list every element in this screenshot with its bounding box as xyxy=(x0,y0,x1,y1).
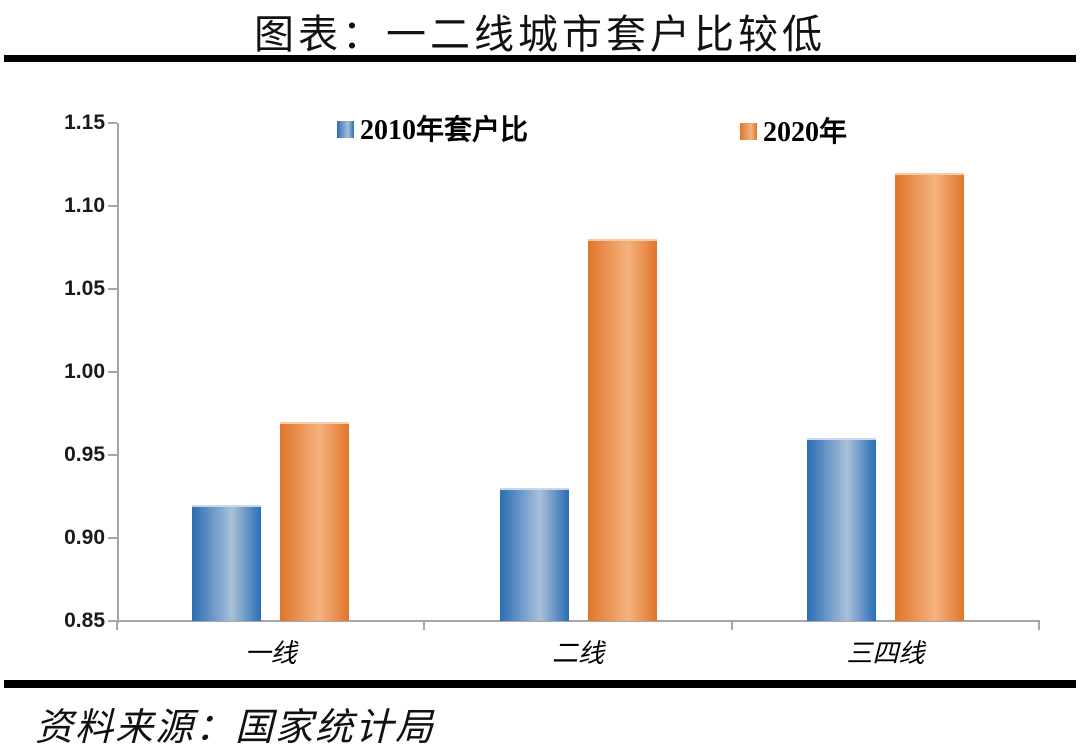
bar-s0-c1 xyxy=(500,488,569,621)
legend-label-2020: 2020年 xyxy=(763,117,848,148)
bar-s1-c2 xyxy=(895,173,964,621)
y-axis-tick-label: 1.00 xyxy=(64,360,105,383)
bottom-divider xyxy=(4,680,1076,688)
bar-s1-c0 xyxy=(280,422,349,621)
bar-s0-c0 xyxy=(192,505,261,621)
y-axis-tick-label: 1.10 xyxy=(64,194,105,217)
category-label-2: 三四线 xyxy=(846,639,925,668)
legend-item-2010: 2010年套户比 xyxy=(337,108,528,148)
y-axis-tick xyxy=(108,122,117,124)
y-axis-tick xyxy=(108,205,117,207)
x-axis-tick xyxy=(1038,620,1040,630)
y-axis-tick-label: 0.85 xyxy=(64,609,105,632)
y-axis-tick-label: 0.95 xyxy=(64,443,105,466)
chart-title: 图表：一二线城市套户比较低 xyxy=(254,12,826,57)
y-axis-tick xyxy=(108,288,117,290)
y-axis-tick-label: 1.05 xyxy=(64,277,105,300)
x-axis-tick xyxy=(423,620,426,630)
y-axis-tick xyxy=(108,537,117,539)
category-label-1: 二线 xyxy=(551,639,604,668)
y-axis-tick-label: 1.15 xyxy=(64,111,105,134)
x-axis-tick xyxy=(730,620,733,630)
y-axis-tick xyxy=(108,620,117,622)
legend-label-2010: 2010年套户比 xyxy=(360,115,529,146)
y-axis-line xyxy=(117,123,119,623)
source-note: 资料来源：国家统计局 xyxy=(35,707,436,749)
plot-area: 0.85 0.90 0.95 1.00 1.05 1.10 1.15 一线 二线 三四线 xyxy=(64,111,1040,668)
bar-s1-c1 xyxy=(588,239,657,621)
category-label-0: 一线 xyxy=(244,639,297,668)
y-axis-tick xyxy=(108,371,117,373)
y-axis-tick-label: 0.90 xyxy=(64,526,105,549)
top-divider xyxy=(4,55,1076,62)
legend-swatch-2020 xyxy=(740,122,757,140)
x-axis-tick xyxy=(116,620,118,630)
y-axis-tick xyxy=(108,454,117,456)
legend-swatch-2010 xyxy=(337,120,354,138)
x-axis-line xyxy=(117,620,1039,622)
legend-item-2020: 2020年 xyxy=(740,110,847,150)
bar-s0-c2 xyxy=(807,438,876,621)
